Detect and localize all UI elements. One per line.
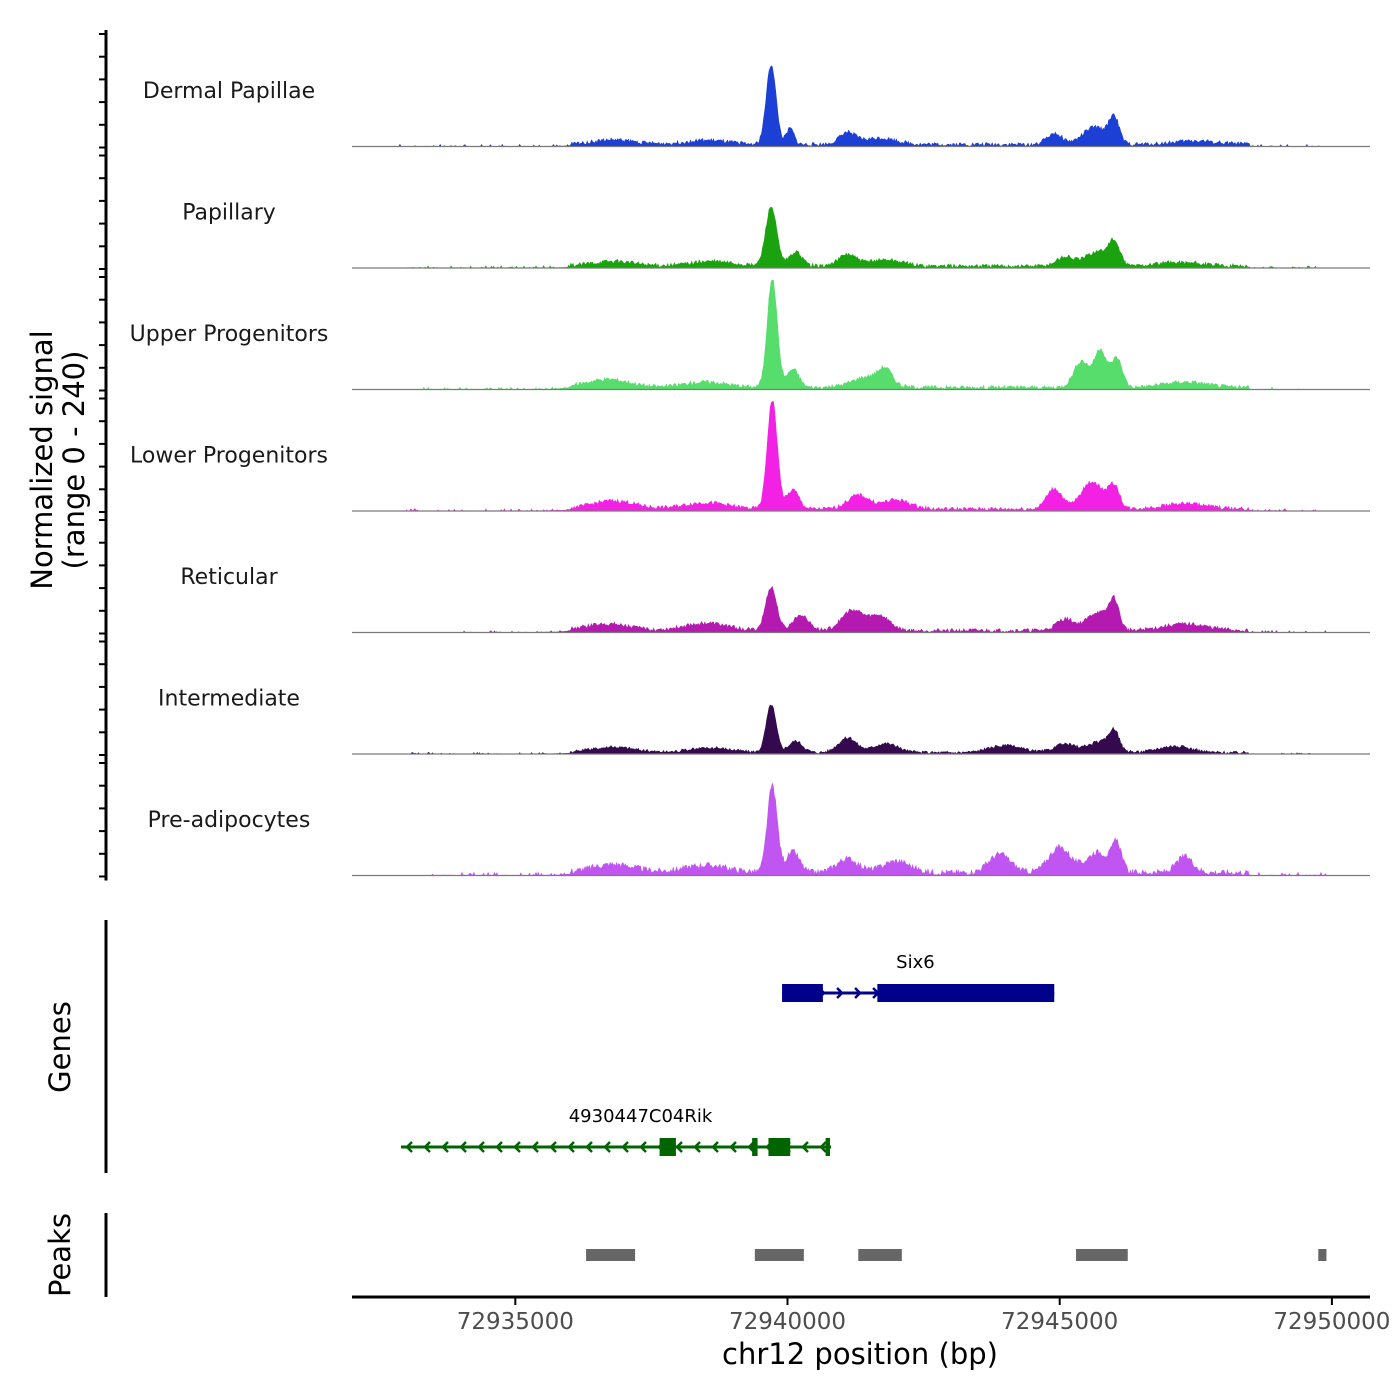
genes-track: Six6 4930447C04Rik: [400, 952, 1055, 1156]
track-label: Pre-adipocytes: [148, 808, 311, 833]
x-tick-label: 72945000: [1001, 1309, 1118, 1335]
x-axis-title: chr12 position (bp): [722, 1337, 998, 1371]
gene-exon: [782, 984, 823, 1002]
strand-arrow: [423, 1141, 431, 1153]
strand-arrow: [441, 1141, 449, 1153]
track-label: Lower Progenitors: [130, 444, 328, 469]
strand-arrow: [585, 1141, 593, 1153]
gene-exon: [825, 1138, 830, 1156]
x-axis-ticks: 72935000 72940000 72945000 72950000: [457, 1297, 1390, 1335]
strand-arrow: [603, 1141, 611, 1153]
strand-arrow: [836, 987, 844, 999]
strand-arrow: [495, 1141, 503, 1153]
signal-area: [400, 704, 1327, 755]
strand-arrow: [621, 1141, 629, 1153]
coverage-y-axis: [99, 30, 108, 881]
x-tick-label: 72935000: [457, 1309, 574, 1335]
peaks-track: [586, 1249, 1327, 1261]
peak-region: [1076, 1249, 1128, 1261]
signal-area: [460, 585, 1327, 634]
strand-arrow: [675, 1141, 683, 1153]
peak-region: [858, 1249, 902, 1261]
track-label: Dermal Papillae: [143, 79, 315, 104]
gene-exon: [659, 1138, 676, 1156]
strand-arrow: [405, 1141, 413, 1153]
coverage-tracks: Dermal Papillae Papillary Upper Progenitor…: [130, 65, 1370, 877]
x-tick-label: 72950000: [1273, 1309, 1390, 1335]
strand-arrow: [639, 1141, 647, 1153]
gene-exon: [877, 984, 1055, 1002]
y-axis-title-line2: (range 0 - 240): [57, 351, 91, 570]
y-axis-title-line1: Normalized signal: [25, 330, 59, 589]
signal-area: [422, 782, 1327, 877]
gene-4930447c04rik: 4930447C04Rik: [400, 1106, 832, 1156]
strand-arrow: [567, 1141, 575, 1153]
gene-six6: Six6: [782, 952, 1055, 1002]
strand-arrow: [531, 1141, 539, 1153]
signal-area: [406, 401, 1316, 512]
signal-area: [406, 279, 1316, 391]
track-pre-adipocytes: Pre-adipocytes: [148, 782, 1370, 877]
track-upper-progenitors: Upper Progenitors: [130, 279, 1370, 391]
gene-exon: [752, 1138, 758, 1156]
track-label: Intermediate: [158, 687, 300, 712]
peaks-panel-title: Peaks: [43, 1213, 77, 1297]
strand-arrow: [459, 1141, 467, 1153]
strand-arrow: [477, 1141, 485, 1153]
strand-arrow: [819, 1141, 827, 1153]
strand-arrow: [711, 1141, 719, 1153]
strand-arrow: [801, 1141, 809, 1153]
gene-name-label: 4930447C04Rik: [569, 1106, 713, 1127]
strand-arrow: [729, 1141, 737, 1153]
track-reticular: Reticular: [180, 565, 1370, 634]
peak-region: [1318, 1249, 1327, 1261]
track-label: Reticular: [180, 565, 278, 590]
track-label: Upper Progenitors: [130, 322, 329, 347]
signal-area: [390, 65, 1327, 148]
track-papillary: Papillary: [182, 201, 1370, 269]
peak-region: [586, 1249, 636, 1261]
peak-region: [754, 1249, 804, 1261]
track-lower-progenitors: Lower Progenitors: [130, 401, 1370, 512]
x-tick-label: 72940000: [729, 1309, 846, 1335]
track-intermediate: Intermediate: [158, 687, 1370, 755]
genes-panel-title: Genes: [43, 1001, 77, 1093]
strand-arrow: [854, 987, 862, 999]
strand-arrow: [693, 1141, 701, 1153]
gene-exon: [768, 1138, 791, 1156]
strand-arrow: [549, 1141, 557, 1153]
gene-name-label: Six6: [896, 952, 935, 973]
strand-arrow: [513, 1141, 521, 1153]
signal-area: [406, 206, 1316, 269]
track-dermal-papillae: Dermal Papillae: [143, 65, 1370, 148]
track-label: Papillary: [182, 201, 276, 226]
